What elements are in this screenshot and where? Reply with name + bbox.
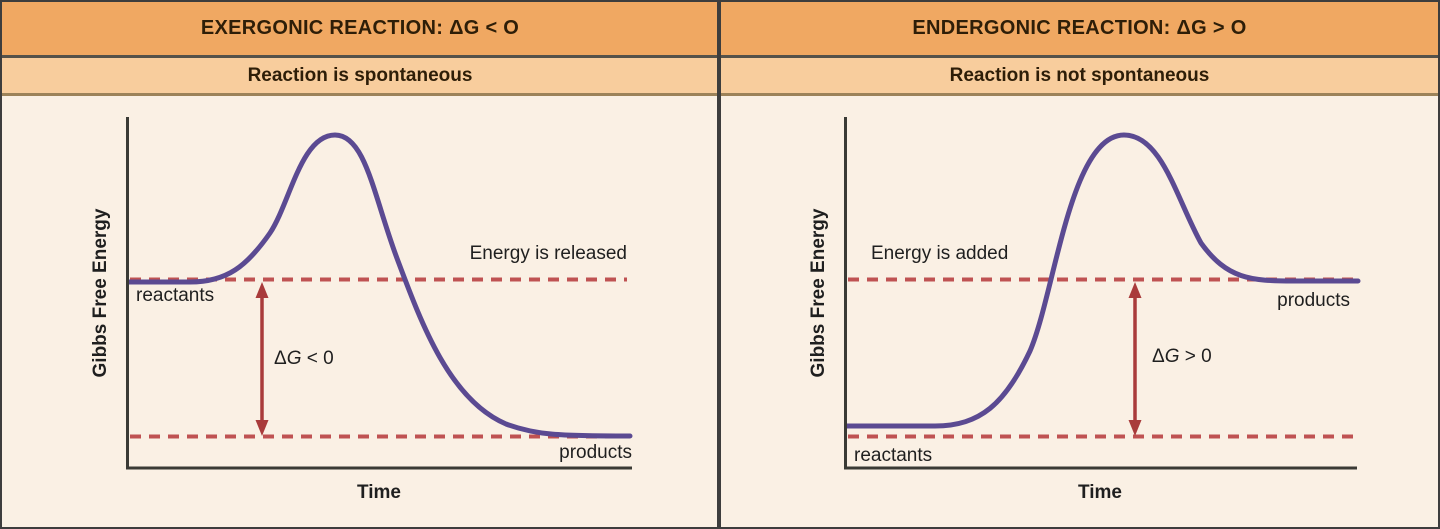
exergonic-header: EXERGONIC REACTION: ΔG < O <box>2 2 718 58</box>
endergonic-subheader-text: Reaction is not spontaneous <box>949 64 1210 86</box>
exergonic-delta-g-arrow <box>255 282 269 436</box>
panel-exergonic: EXERGONIC REACTION: ΔG < O Reaction is s… <box>2 2 718 527</box>
endergonic-products-label: products <box>1277 290 1350 311</box>
exergonic-plot-area <box>2 96 718 527</box>
endergonic-energy-curve <box>844 132 1361 429</box>
exergonic-x-axis-label: Time <box>356 482 401 503</box>
endergonic-energy-label: Energy is added <box>871 243 1009 264</box>
exergonic-subheader: Reaction is spontaneous <box>2 58 718 96</box>
endergonic-plot <box>844 117 1361 470</box>
endergonic-delta-g-arrow <box>1128 282 1142 436</box>
endergonic-header-text: ENDERGONIC REACTION: ΔG > O <box>912 17 1247 39</box>
endergonic-x-axis-label: Time <box>1077 482 1122 503</box>
exergonic-y-axis-label: Gibbs Free Energy <box>90 208 111 378</box>
exergonic-plot <box>126 117 633 470</box>
endergonic-plot-area <box>721 96 1438 527</box>
endergonic-y-axis-label: Gibbs Free Energy <box>808 208 829 378</box>
endergonic-reactants-label: reactants <box>854 445 933 466</box>
exergonic-subheader-text: Reaction is spontaneous <box>247 64 473 86</box>
endergonic-delta-g-label: ΔG > 0 <box>1152 346 1212 367</box>
exergonic-header-text: EXERGONIC REACTION: ΔG < O <box>200 17 520 39</box>
exergonic-products-label: products <box>559 442 632 463</box>
exergonic-delta-g-label: ΔG < 0 <box>274 348 334 369</box>
exergonic-reactants-label: reactants <box>136 285 215 306</box>
exergonic-energy-label: Energy is released <box>469 243 627 264</box>
panel-divider <box>717 2 721 527</box>
endergonic-header: ENDERGONIC REACTION: ΔG > O <box>721 2 1438 58</box>
exergonic-energy-curve <box>126 132 633 439</box>
endergonic-subheader: Reaction is not spontaneous <box>721 58 1438 96</box>
panel-endergonic: ENDERGONIC REACTION: ΔG > O Reaction is … <box>721 2 1438 527</box>
